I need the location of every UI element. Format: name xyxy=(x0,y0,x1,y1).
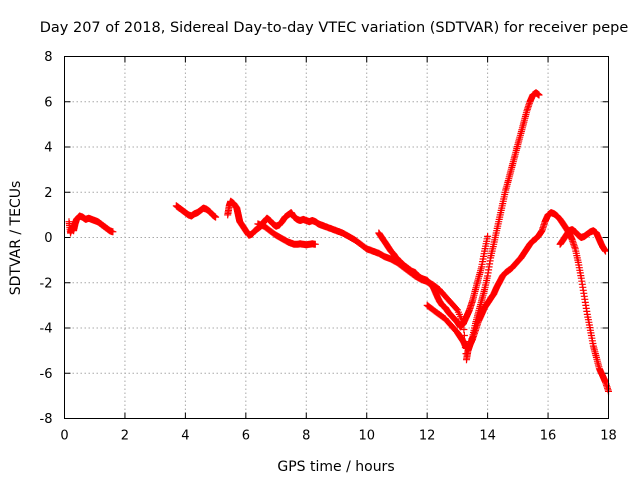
data-point-markers xyxy=(423,209,612,395)
y-axis-label: SDTVAR / TECUs xyxy=(8,181,24,296)
x-tick-label: 8 xyxy=(302,429,310,444)
data-point-markers xyxy=(172,202,220,221)
data-points xyxy=(65,89,612,395)
y-tick-label: -4 xyxy=(40,322,53,337)
data-point-markers xyxy=(224,89,543,364)
data-point-markers xyxy=(254,220,319,249)
x-tick-label: 4 xyxy=(181,429,189,444)
x-tick-label: 12 xyxy=(419,429,436,444)
x-tick-label: 6 xyxy=(242,429,250,444)
y-tick-label: 0 xyxy=(44,231,52,246)
plot-frame xyxy=(64,56,609,419)
tick-labels: 0 2 4 6 8 10 12 14 16 18 -8 -6 -4 -2 0 2 4 6 8 xyxy=(40,50,617,444)
y-tick-label: 6 xyxy=(44,95,52,110)
y-tick-label: -6 xyxy=(40,367,53,382)
y-tick-label: -2 xyxy=(40,276,53,291)
x-tick-label: 16 xyxy=(540,429,557,444)
data-point-markers xyxy=(556,226,609,255)
data-point-markers xyxy=(375,229,492,331)
data-point-markers xyxy=(65,212,117,237)
x-tick-label: 2 xyxy=(121,429,129,444)
y-tick-label: 8 xyxy=(44,50,52,65)
chart-title: Day 207 of 2018, Sidereal Day-to-day VTE… xyxy=(40,20,629,36)
x-axis-label: GPS time / hours xyxy=(277,459,394,475)
x-tick-label: 10 xyxy=(358,429,375,444)
y-tick-label: 2 xyxy=(44,186,52,201)
x-tick-label: 18 xyxy=(600,429,617,444)
y-tick-label: 4 xyxy=(44,141,52,156)
y-tick-label: -8 xyxy=(40,412,53,427)
x-tick-label: 0 xyxy=(60,429,68,444)
x-tick-label: 14 xyxy=(479,429,496,444)
